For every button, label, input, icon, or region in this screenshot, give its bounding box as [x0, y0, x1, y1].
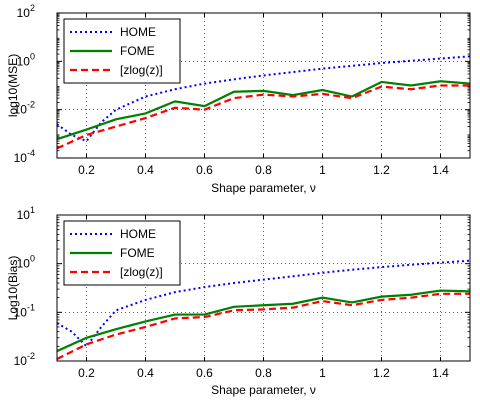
x-tick-label: 0.4 — [137, 163, 154, 177]
y-tick-label: 101 — [17, 205, 35, 222]
y-tick-label: 102 — [17, 3, 35, 20]
x-tick-label: 1.4 — [432, 366, 449, 380]
y-tick-base: 10 — [14, 305, 28, 319]
x-tick-label: 0.2 — [78, 163, 95, 177]
y-tick-base: 10 — [17, 54, 31, 68]
legend-label: FOME — [120, 44, 155, 58]
series-line-zlogz — [57, 84, 470, 150]
x-tick-label: 0.6 — [196, 366, 213, 380]
series-line-home — [57, 55, 470, 143]
y-tick-label: 10-2 — [14, 100, 35, 117]
y-tick-exponent: 1 — [30, 205, 35, 215]
y-axis-label: log10(MSE) — [6, 54, 20, 117]
x-tick-label: 0.2 — [78, 366, 95, 380]
y-tick-base: 10 — [14, 354, 28, 368]
series-line-fome — [57, 289, 470, 353]
y-tick-label: 10-2 — [14, 351, 35, 368]
legend: HOME FOME [zlog(z)] — [63, 18, 181, 84]
x-axis-label: Shape parameter, ν — [211, 181, 316, 195]
y-tick-base: 10 — [17, 6, 31, 20]
series-line-fome — [57, 80, 470, 141]
x-tick-label: 1 — [319, 366, 326, 380]
legend-label: HOME — [120, 25, 156, 39]
x-tick-label: 0.6 — [196, 163, 213, 177]
y-tick-label: 10-4 — [14, 148, 35, 165]
series-line-home — [57, 259, 470, 348]
y-tick-exponent: 2 — [30, 3, 35, 13]
axes-frame — [56, 214, 471, 362]
axes-frame — [56, 12, 471, 159]
legend-label: [zlog(z)] — [120, 265, 163, 279]
legend-label: HOME — [120, 227, 156, 241]
x-tick-label: 0.4 — [137, 366, 154, 380]
y-tick-base: 10 — [17, 208, 31, 222]
y-tick-base: 10 — [14, 151, 28, 165]
x-tick-label: 1.2 — [373, 163, 390, 177]
x-tick-label: 0.8 — [255, 366, 272, 380]
y-tick-exponent: -1 — [27, 302, 35, 312]
y-tick-exponent: 0 — [30, 254, 35, 264]
x-tick-label: 1 — [319, 163, 326, 177]
y-tick-base: 10 — [14, 103, 28, 117]
y-axis-label: Log10(Bias) — [6, 256, 20, 321]
x-tick-label: 1.2 — [373, 366, 390, 380]
legend-box — [63, 18, 181, 84]
y-tick-base: 10 — [17, 257, 31, 271]
legend-label: [zlog(z)] — [120, 63, 163, 77]
y-tick-exponent: -2 — [27, 351, 35, 361]
y-tick-exponent: 0 — [30, 51, 35, 61]
y-tick-exponent: -4 — [27, 148, 35, 158]
y-tick-exponent: -2 — [27, 100, 35, 110]
y-tick-label: 100 — [17, 254, 35, 271]
legend: HOME FOME [zlog(z)] — [63, 220, 181, 286]
x-axis-label: Shape parameter, ν — [211, 383, 316, 397]
legend-label: FOME — [120, 246, 155, 260]
x-tick-label: 0.8 — [255, 163, 272, 177]
x-tick-label: 1.4 — [432, 163, 449, 177]
y-tick-label: 100 — [17, 51, 35, 68]
series-line-zlogz — [57, 292, 470, 360]
y-tick-label: 10-1 — [14, 302, 35, 319]
